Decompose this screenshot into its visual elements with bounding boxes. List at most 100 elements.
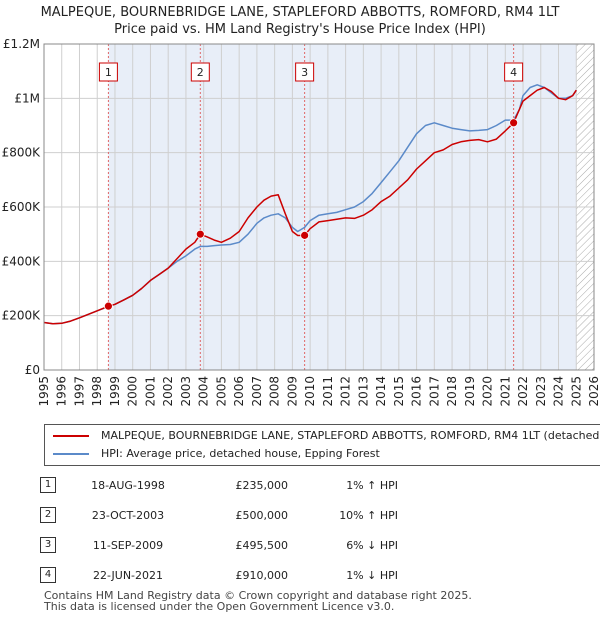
legend-swatch-property <box>53 435 89 437</box>
legend-item-hpi: HPI: Average price, detached house, Eppi… <box>53 446 380 462</box>
transaction-hpi-diff-cell: 1% ↑ HPI <box>288 470 398 500</box>
x-tick-label: 2012 <box>339 376 353 407</box>
x-tick-label: 2013 <box>356 376 370 407</box>
transaction-hpi-diff: 1% ↓ HPI <box>346 568 398 582</box>
transaction-date: 11-SEP-2009 <box>92 538 164 552</box>
x-tick-label: 2015 <box>392 376 406 407</box>
legend-swatch-hpi <box>53 453 89 455</box>
transaction-row: 4 22-JUN-2021 £910,000 1% ↓ HPI <box>40 560 398 590</box>
x-tick-label: 2018 <box>445 376 459 407</box>
transaction-number: 4 <box>40 567 56 583</box>
x-tick-label: 2010 <box>303 376 317 407</box>
transaction-row: 2 23-OCT-2003 £500,000 10% ↑ HPI <box>40 500 398 530</box>
x-tick-label: 2023 <box>534 376 548 407</box>
title-line-2: Price paid vs. HM Land Registry's House … <box>114 22 486 37</box>
plot-frame <box>43 43 595 371</box>
sale-number-label: 2 <box>197 66 204 79</box>
transaction-number-cell: 2 <box>40 500 78 530</box>
sale-number-box <box>98 62 118 82</box>
transaction-number: 2 <box>40 507 56 523</box>
x-tick-label: 2011 <box>321 376 335 407</box>
transaction-date-cell: 11-SEP-2009 <box>78 530 178 560</box>
transaction-price-cell: £235,000 <box>178 470 289 500</box>
x-tick-label: 1996 <box>55 376 69 407</box>
transaction-price: £495,500 <box>235 538 289 552</box>
transaction-hpi-diff: 6% ↓ HPI <box>346 538 398 552</box>
transaction-date: 18-AUG-1998 <box>91 478 165 492</box>
y-tick-label: £800K <box>2 146 42 160</box>
sale-number-box <box>504 62 524 82</box>
transaction-number-cell: 3 <box>40 530 78 560</box>
transaction-price-cell: £500,000 <box>178 500 289 530</box>
transaction-date: 23-OCT-2003 <box>91 508 165 522</box>
transaction-row: 1 18-AUG-1998 £235,000 1% ↑ HPI <box>40 470 398 500</box>
x-tick-label: 2001 <box>143 376 157 407</box>
x-tick-label: 2008 <box>268 376 282 407</box>
sale-point <box>509 118 519 128</box>
x-tick-label: 2003 <box>179 376 193 407</box>
x-tick-label: 2014 <box>374 376 388 407</box>
sale-point <box>300 230 310 240</box>
sale-number-label: 3 <box>301 66 308 79</box>
x-tick-label: 2020 <box>481 376 495 407</box>
transaction-price: £235,000 <box>235 478 289 492</box>
transaction-date-cell: 23-OCT-2003 <box>78 500 178 530</box>
x-tick-label: 2019 <box>463 376 477 407</box>
transaction-price: £500,000 <box>235 508 289 522</box>
property-price-line <box>43 86 577 325</box>
x-tick-label: 2005 <box>214 376 228 407</box>
legend-item-property: MALPEQUE, BOURNEBRIDGE LANE, STAPLEFORD … <box>53 428 600 444</box>
transaction-row: 3 11-SEP-2009 £495,500 6% ↓ HPI <box>40 530 398 560</box>
sale-number-label: 4 <box>510 66 517 79</box>
sale-number-box <box>295 62 315 82</box>
x-tick-label: 2021 <box>498 376 512 407</box>
x-tick-label: 2002 <box>161 376 175 407</box>
x-tick-label: 2004 <box>197 376 211 407</box>
sale-number-box <box>190 62 210 82</box>
x-tick-label: 2017 <box>427 376 441 407</box>
transaction-hpi-diff-cell: 1% ↓ HPI <box>288 560 398 590</box>
x-tick-label: 1997 <box>72 376 86 407</box>
legend: MALPEQUE, BOURNEBRIDGE LANE, STAPLEFORD … <box>44 424 600 466</box>
y-tick-label: £600K <box>2 200 42 214</box>
y-tick-label: £200K <box>2 309 42 323</box>
sale-point <box>195 229 205 239</box>
legend-label-hpi: HPI: Average price, detached house, Eppi… <box>101 447 380 460</box>
transaction-number: 3 <box>40 537 56 553</box>
transaction-hpi-diff: 1% ↑ HPI <box>346 478 398 492</box>
footer-licence: This data is licensed under the Open Gov… <box>44 600 395 613</box>
transaction-price: £910,000 <box>235 568 289 582</box>
footer: Contains HM Land Registry data © Crown c… <box>44 590 472 612</box>
transaction-date-cell: 18-AUG-1998 <box>78 470 178 500</box>
y-tick-label: £400K <box>2 254 42 268</box>
x-tick-label: 1998 <box>90 376 104 407</box>
transaction-date-cell: 22-JUN-2021 <box>78 560 178 590</box>
y-tick-label: £0 <box>25 363 40 377</box>
sale-point <box>104 301 113 311</box>
x-tick-label: 2024 <box>552 376 566 407</box>
y-tick-label: £1M <box>14 91 40 105</box>
x-tick-label: 2000 <box>126 376 140 407</box>
sale-number-label: 1 <box>105 66 112 79</box>
x-tick-label: 2016 <box>410 376 424 407</box>
title-line-1: MALPEQUE, BOURNEBRIDGE LANE, STAPLEFORD … <box>40 5 560 20</box>
footer-copyright: Contains HM Land Registry data © Crown c… <box>44 589 472 602</box>
y-tick-label: £1.2M <box>3 37 40 51</box>
transaction-price-cell: £910,000 <box>178 560 289 590</box>
transaction-hpi-diff-cell: 10% ↑ HPI <box>288 500 398 530</box>
x-tick-label: 2022 <box>516 376 530 407</box>
transaction-hpi-diff: 10% ↑ HPI <box>339 508 398 522</box>
legend-label-property: MALPEQUE, BOURNEBRIDGE LANE, STAPLEFORD … <box>101 429 600 442</box>
x-tick-label: 1999 <box>108 376 122 407</box>
transaction-hpi-diff-cell: 6% ↓ HPI <box>288 530 398 560</box>
x-tick-label: 2025 <box>569 376 583 407</box>
x-tick-label: 1995 <box>37 376 51 407</box>
transaction-price-cell: £495,500 <box>178 530 289 560</box>
transaction-number-cell: 1 <box>40 470 78 500</box>
x-tick-label: 2009 <box>285 376 299 407</box>
transactions-table: 1 18-AUG-1998 £235,000 1% ↑ HPI 2 23-OCT-2003… <box>40 470 398 590</box>
transaction-number-cell: 4 <box>40 560 78 590</box>
x-tick-label: 2026 <box>587 376 600 407</box>
transaction-date: 22-JUN-2021 <box>92 568 164 582</box>
